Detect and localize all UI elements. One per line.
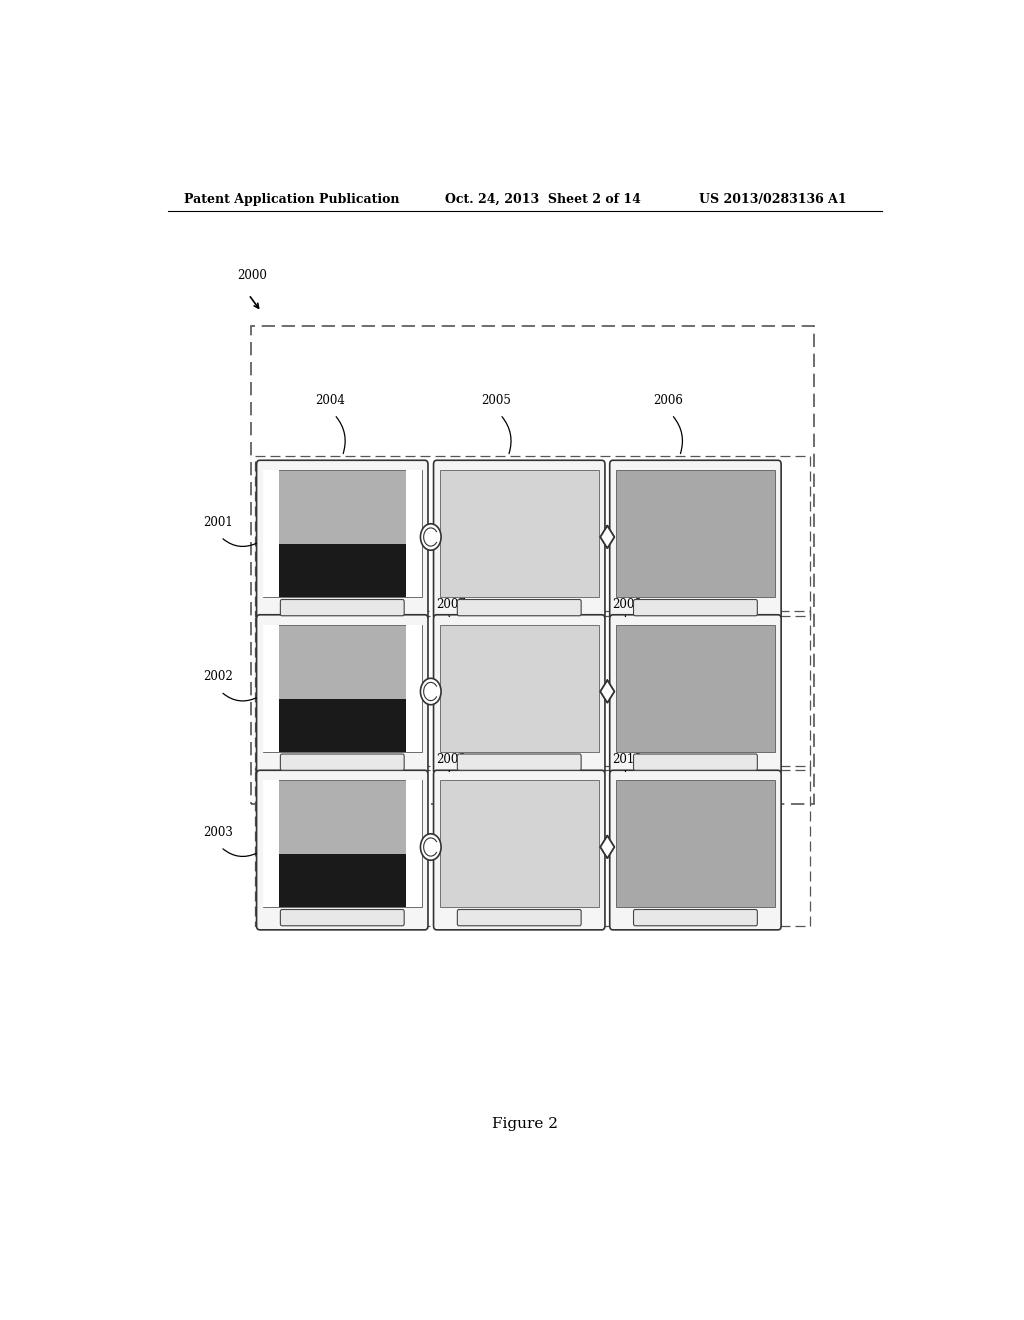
Text: 2005: 2005 [481, 395, 511, 408]
FancyBboxPatch shape [609, 615, 781, 775]
Circle shape [421, 834, 441, 861]
Text: 2001: 2001 [204, 516, 233, 529]
Bar [263, 624, 279, 752]
Bar [263, 624, 422, 752]
Text: 2007: 2007 [436, 598, 466, 611]
Bar [263, 470, 279, 598]
FancyBboxPatch shape [281, 754, 404, 771]
Bar [255, 457, 811, 615]
Bar [255, 766, 811, 925]
FancyBboxPatch shape [433, 461, 605, 620]
Bar [406, 470, 422, 598]
Text: 2006: 2006 [652, 395, 683, 408]
Text: Oct. 24, 2013  Sheet 2 of 14: Oct. 24, 2013 Sheet 2 of 14 [445, 193, 641, 206]
Text: 2003: 2003 [204, 826, 233, 840]
FancyBboxPatch shape [257, 771, 428, 929]
FancyBboxPatch shape [634, 754, 758, 771]
FancyBboxPatch shape [458, 909, 582, 925]
FancyBboxPatch shape [257, 461, 428, 620]
Bar [616, 624, 775, 752]
Text: US 2013/0283136 A1: US 2013/0283136 A1 [699, 193, 847, 206]
Bar [440, 780, 599, 907]
FancyBboxPatch shape [433, 771, 605, 929]
Bar [263, 470, 422, 598]
FancyBboxPatch shape [458, 599, 582, 615]
FancyBboxPatch shape [634, 599, 758, 615]
Bar [440, 470, 599, 598]
Polygon shape [600, 525, 614, 548]
Bar [406, 780, 422, 907]
Bar [616, 780, 775, 907]
Text: 2004: 2004 [315, 395, 345, 408]
Bar [279, 698, 406, 752]
Text: 2011: 2011 [319, 845, 349, 858]
Text: 2002: 2002 [204, 671, 233, 684]
Bar [279, 544, 406, 598]
FancyBboxPatch shape [609, 771, 781, 929]
Bar [263, 780, 422, 907]
Text: 2008: 2008 [612, 598, 642, 611]
Text: Figure 2: Figure 2 [492, 1117, 558, 1131]
FancyBboxPatch shape [257, 615, 428, 775]
Bar [440, 624, 599, 752]
Polygon shape [600, 680, 614, 702]
Bar [279, 854, 406, 907]
FancyBboxPatch shape [458, 754, 582, 771]
Circle shape [421, 524, 441, 550]
Bar [263, 780, 279, 907]
Circle shape [421, 678, 441, 705]
FancyBboxPatch shape [281, 599, 404, 615]
Bar [251, 326, 814, 804]
Text: 2000: 2000 [237, 269, 266, 282]
Bar [616, 470, 775, 598]
FancyBboxPatch shape [634, 909, 758, 925]
FancyBboxPatch shape [609, 461, 781, 620]
Text: Patent Application Publication: Patent Application Publication [183, 193, 399, 206]
Bar [406, 624, 422, 752]
FancyBboxPatch shape [433, 615, 605, 775]
Text: 2013: 2013 [673, 845, 702, 858]
Text: 2012: 2012 [497, 845, 526, 858]
Polygon shape [600, 836, 614, 858]
Text: 2010: 2010 [612, 754, 642, 766]
Text: 2009: 2009 [436, 754, 466, 766]
FancyBboxPatch shape [281, 909, 404, 925]
Bar [255, 611, 811, 771]
